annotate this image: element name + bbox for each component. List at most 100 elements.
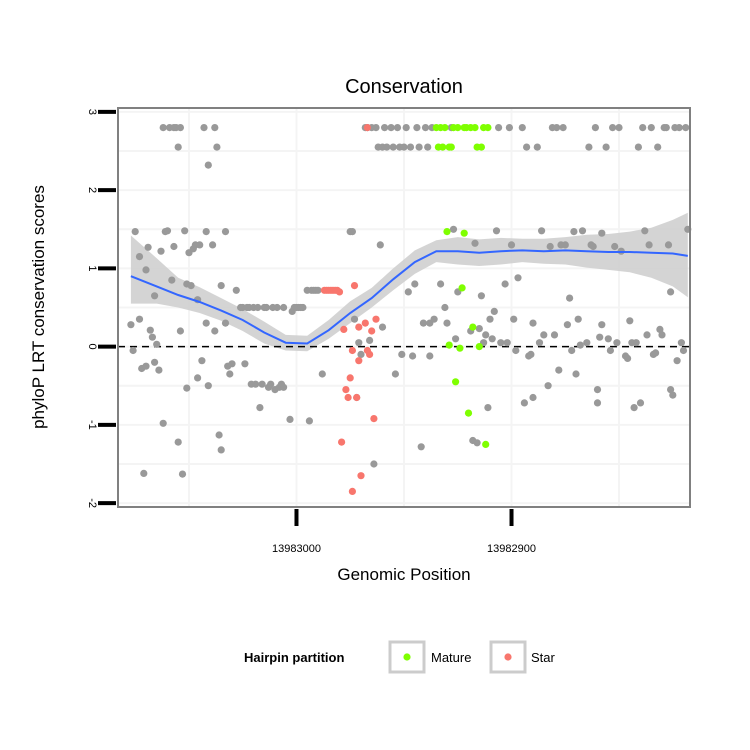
data-point-star: [342, 386, 350, 394]
data-point-other: [381, 124, 389, 132]
data-point-star: [368, 327, 376, 335]
data-point-other: [602, 143, 610, 151]
legend-label-star: Star: [531, 650, 556, 665]
data-point-other: [151, 292, 159, 300]
data-point-mature: [484, 124, 492, 132]
data-point-other: [520, 399, 529, 407]
data-point-other: [415, 143, 423, 151]
data-point-other: [484, 404, 492, 412]
y-tick-label: 0: [86, 344, 98, 350]
data-point-other: [202, 228, 210, 236]
data-point-star: [372, 315, 380, 323]
data-point-mature: [456, 344, 464, 352]
data-point-mature: [441, 124, 449, 132]
data-point-star: [348, 487, 356, 495]
data-point-other: [632, 339, 640, 347]
data-point-mature: [471, 124, 479, 132]
data-point-other: [514, 274, 522, 282]
data-point-other: [572, 370, 580, 378]
data-point-other: [135, 253, 144, 261]
data-point-mature: [477, 143, 485, 151]
data-point-star: [355, 357, 363, 365]
data-point-other: [383, 143, 391, 151]
data-point-other: [634, 143, 643, 151]
data-point-other: [658, 331, 666, 339]
data-point-other: [641, 227, 649, 235]
data-point-other: [606, 346, 615, 355]
y-tick-label: 2: [86, 187, 98, 193]
data-point-other: [389, 143, 397, 151]
legend-marker-star: [504, 653, 512, 661]
data-point-other: [174, 438, 182, 446]
data-point-other: [419, 319, 427, 327]
data-point-other: [262, 303, 270, 312]
data-point-other: [211, 327, 219, 335]
y-tick-label: 3: [86, 109, 98, 115]
x-tick-label: 13983000: [272, 543, 321, 555]
data-point-star: [338, 438, 346, 446]
data-point-other: [679, 346, 688, 355]
data-point-other: [443, 319, 451, 327]
data-point-other: [213, 143, 221, 151]
data-point-mature: [443, 228, 451, 236]
data-point-other: [598, 229, 606, 237]
data-point-other: [527, 350, 535, 358]
data-point-other: [615, 124, 623, 132]
legend-title: Hairpin partition: [244, 650, 344, 665]
data-point-mature: [460, 229, 468, 237]
data-point-other: [626, 317, 634, 325]
data-point-other: [181, 227, 189, 235]
data-point-other: [127, 321, 135, 329]
data-point-mature: [464, 409, 473, 417]
data-point-other: [146, 326, 154, 334]
data-point-other: [157, 247, 165, 255]
data-point-other: [135, 315, 144, 323]
data-point-other: [441, 303, 449, 312]
data-point-other: [578, 227, 587, 235]
data-point-other: [140, 469, 148, 477]
data-point-other: [652, 349, 660, 357]
legend-marker-mature: [403, 653, 411, 661]
data-point-other: [406, 143, 415, 151]
data-point-other: [176, 327, 184, 335]
data-point-other: [387, 124, 395, 132]
data-point-other: [475, 325, 483, 333]
data-point-other: [202, 319, 210, 327]
data-point-other: [183, 384, 191, 392]
data-point-other: [402, 124, 410, 132]
data-point-other: [523, 143, 531, 151]
data-point-other: [258, 380, 266, 388]
data-point-other: [540, 331, 548, 339]
data-point-other: [566, 294, 574, 302]
data-point-other: [550, 331, 559, 339]
data-point-other: [305, 417, 313, 425]
data-point-other: [553, 124, 561, 132]
data-point-other: [555, 366, 563, 374]
data-point-other: [413, 124, 421, 132]
legend-label-mature: Mature: [431, 650, 471, 665]
data-point-other: [226, 370, 234, 378]
data-point-other: [215, 431, 223, 439]
data-point-other: [604, 335, 612, 343]
data-point-other: [563, 321, 572, 329]
data-point-other: [204, 382, 212, 390]
data-point-mature: [439, 143, 447, 151]
data-point-other: [142, 266, 150, 274]
data-point-other: [198, 357, 206, 365]
data-point-mature: [469, 323, 477, 331]
data-point-other: [510, 315, 518, 323]
data-point-other: [286, 415, 294, 423]
data-point-other: [211, 124, 219, 132]
y-tick-label: -1: [86, 420, 98, 430]
data-point-other: [241, 360, 249, 368]
data-point-other: [656, 325, 664, 333]
data-point-other: [647, 124, 655, 132]
data-point-mature: [454, 124, 462, 132]
data-point-other: [196, 241, 204, 249]
data-point-other: [613, 339, 621, 347]
data-point-other: [533, 143, 541, 151]
data-point-other: [155, 366, 163, 374]
data-point-other: [639, 124, 647, 132]
data-point-other: [404, 288, 412, 296]
data-point-other: [163, 227, 172, 235]
